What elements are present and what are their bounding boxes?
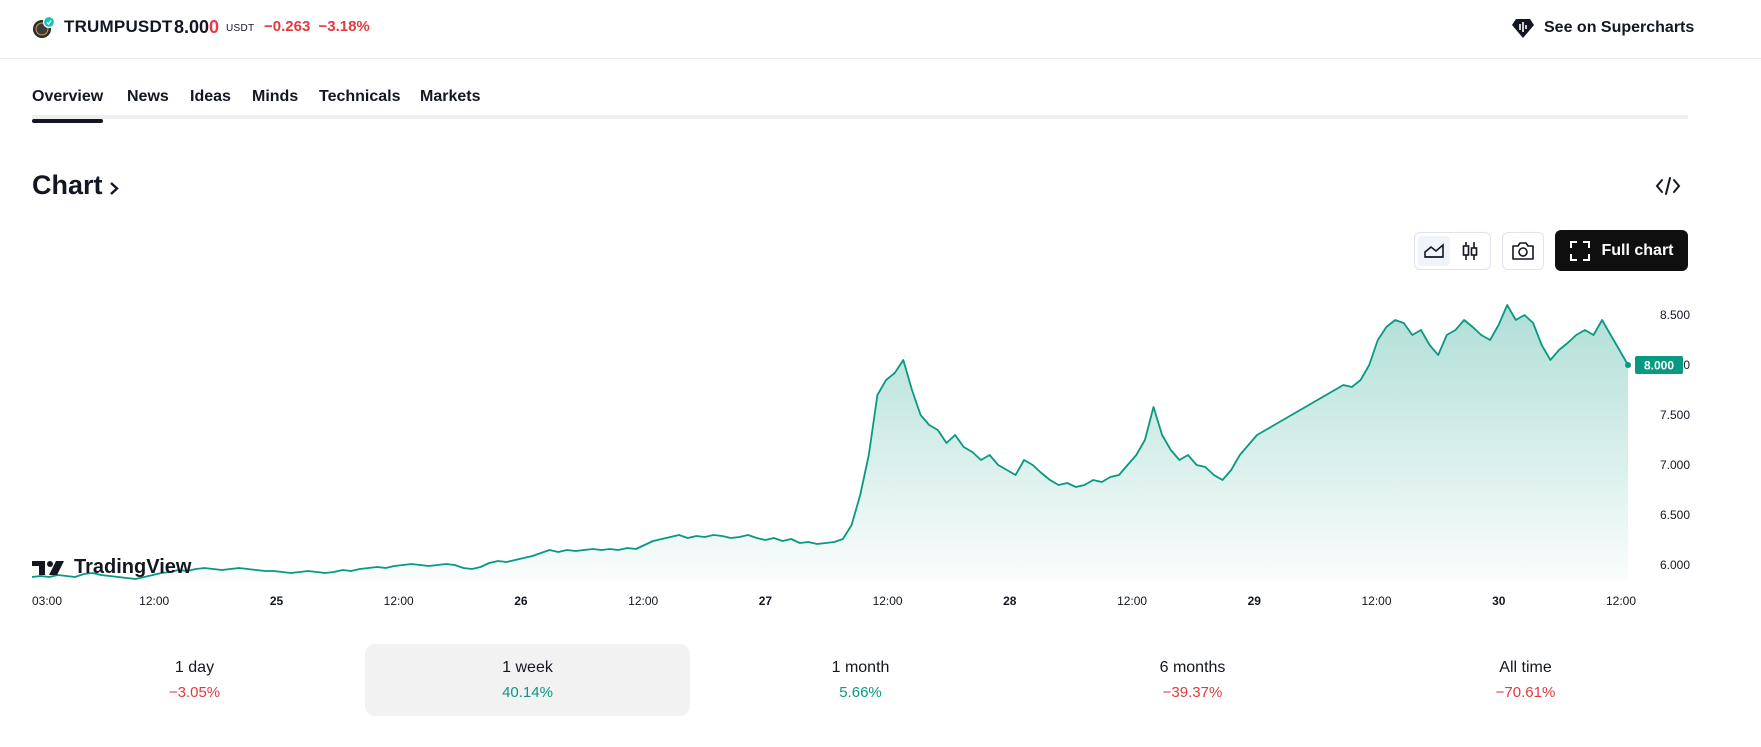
see-on-supercharts-link[interactable]: See on Supercharts <box>1510 15 1694 41</box>
y-tick-label: 7.500 <box>1660 408 1690 422</box>
period-change: −3.05% <box>168 684 221 701</box>
x-tick-label: 12:00 <box>1361 594 1391 608</box>
camera-icon <box>1512 242 1534 260</box>
chevron-right-icon <box>109 181 119 195</box>
chart-section-title: Chart <box>32 170 103 200</box>
x-tick-label: 26 <box>514 594 528 608</box>
x-tick-label: 12:00 <box>384 594 414 608</box>
x-tick-label: 12:00 <box>1117 594 1147 608</box>
tab-markets[interactable]: Markets <box>420 88 481 105</box>
period-label: 1 week <box>502 659 553 676</box>
trump-coin-icon <box>33 16 56 38</box>
period-change: −70.61% <box>1495 684 1556 701</box>
price-series-line <box>31 304 1629 580</box>
x-tick-label: 12:00 <box>628 594 658 608</box>
tradingview-watermark: TradingView <box>32 556 191 579</box>
period-all-time[interactable]: All time −70.61% <box>1363 644 1688 716</box>
y-tick-label: 7.000 <box>1660 458 1690 472</box>
x-tick-label: 30 <box>1492 594 1506 608</box>
tradingview-logo-icon <box>32 560 64 575</box>
period-label: 1 month <box>831 659 890 676</box>
chart-section-link[interactable]: Chart <box>32 170 121 201</box>
y-tick-label: 6.000 <box>1660 558 1690 572</box>
price-change: −0.263 −3.18% <box>264 18 370 35</box>
currency-label: USDT <box>226 23 255 34</box>
tab-minds[interactable]: Minds <box>252 88 299 105</box>
price-area-fill <box>32 305 1628 580</box>
candlestick-icon <box>1462 242 1478 260</box>
tab-technicals[interactable]: Technicals <box>319 88 401 105</box>
y-tick-label: 8.500 <box>1660 308 1690 322</box>
x-tick-label: 29 <box>1248 594 1262 608</box>
tradingview-wordmark: TradingView <box>74 556 192 578</box>
period-label: 6 months <box>1159 659 1226 676</box>
supercharts-label: See on Supercharts <box>1544 19 1695 36</box>
last-price: 8.000 <box>174 17 220 37</box>
tab-ideas[interactable]: Ideas <box>190 88 231 105</box>
x-tick-label: 03:00 <box>32 594 62 608</box>
candle-style-button[interactable] <box>1454 236 1486 266</box>
chart-style-switcher <box>1414 232 1491 270</box>
tab-overview[interactable]: Overview <box>32 88 104 123</box>
last-price-badge-label: 8.000 <box>1644 359 1674 373</box>
period-change: 40.14% <box>502 684 553 701</box>
x-tick-label: 28 <box>1003 594 1017 608</box>
area-style-button[interactable] <box>1418 236 1450 266</box>
x-tick-label: 25 <box>270 594 284 608</box>
symbol-header: TRUMPUSDT 8.000 USDT −0.263 −3.18% See o… <box>0 0 1761 59</box>
price-chart[interactable]: 8.500 8.000 7.500 7.000 6.500 6.000 03:00 12:0… <box>0 280 1761 610</box>
period-label: 1 day <box>174 659 215 676</box>
period-label: All time <box>1499 659 1552 676</box>
last-price-badge <box>1635 356 1683 374</box>
last-point-marker <box>1625 362 1631 368</box>
full-chart-button[interactable]: Full chart <box>1555 230 1688 271</box>
x-tick-label: 12:00 <box>139 594 169 608</box>
period-6-months[interactable]: 6 months −39.37% <box>1030 644 1355 716</box>
symbol-name: TRUMPUSDT <box>64 17 173 36</box>
period-1-month[interactable]: 1 month 5.66% <box>698 644 1023 716</box>
performance-periods: 1 day −3.05% 1 week 40.14% 1 month 5.66%… <box>32 644 1688 716</box>
supercharts-icon <box>1512 19 1534 38</box>
period-1-day[interactable]: 1 day −3.05% <box>32 644 357 716</box>
period-1-week[interactable]: 1 week 40.14% <box>365 644 690 716</box>
section-tabs: Overview News Ideas Minds Technicals Mar… <box>32 88 1688 123</box>
y-tick-label: 6.500 <box>1660 508 1690 522</box>
x-tick-label: 12:00 <box>1606 594 1636 608</box>
code-embed-icon[interactable] <box>1654 174 1682 198</box>
snapshot-button[interactable] <box>1502 232 1544 270</box>
x-tick-label: 27 <box>759 594 773 608</box>
area-chart-icon <box>1424 243 1444 258</box>
fullscreen-icon <box>1570 240 1591 261</box>
period-change: −39.37% <box>1162 684 1223 701</box>
x-tick-label: 12:00 <box>873 594 903 608</box>
period-change: 5.66% <box>839 684 882 701</box>
full-chart-label: Full chart <box>1601 241 1674 259</box>
tab-news[interactable]: News <box>127 88 169 105</box>
